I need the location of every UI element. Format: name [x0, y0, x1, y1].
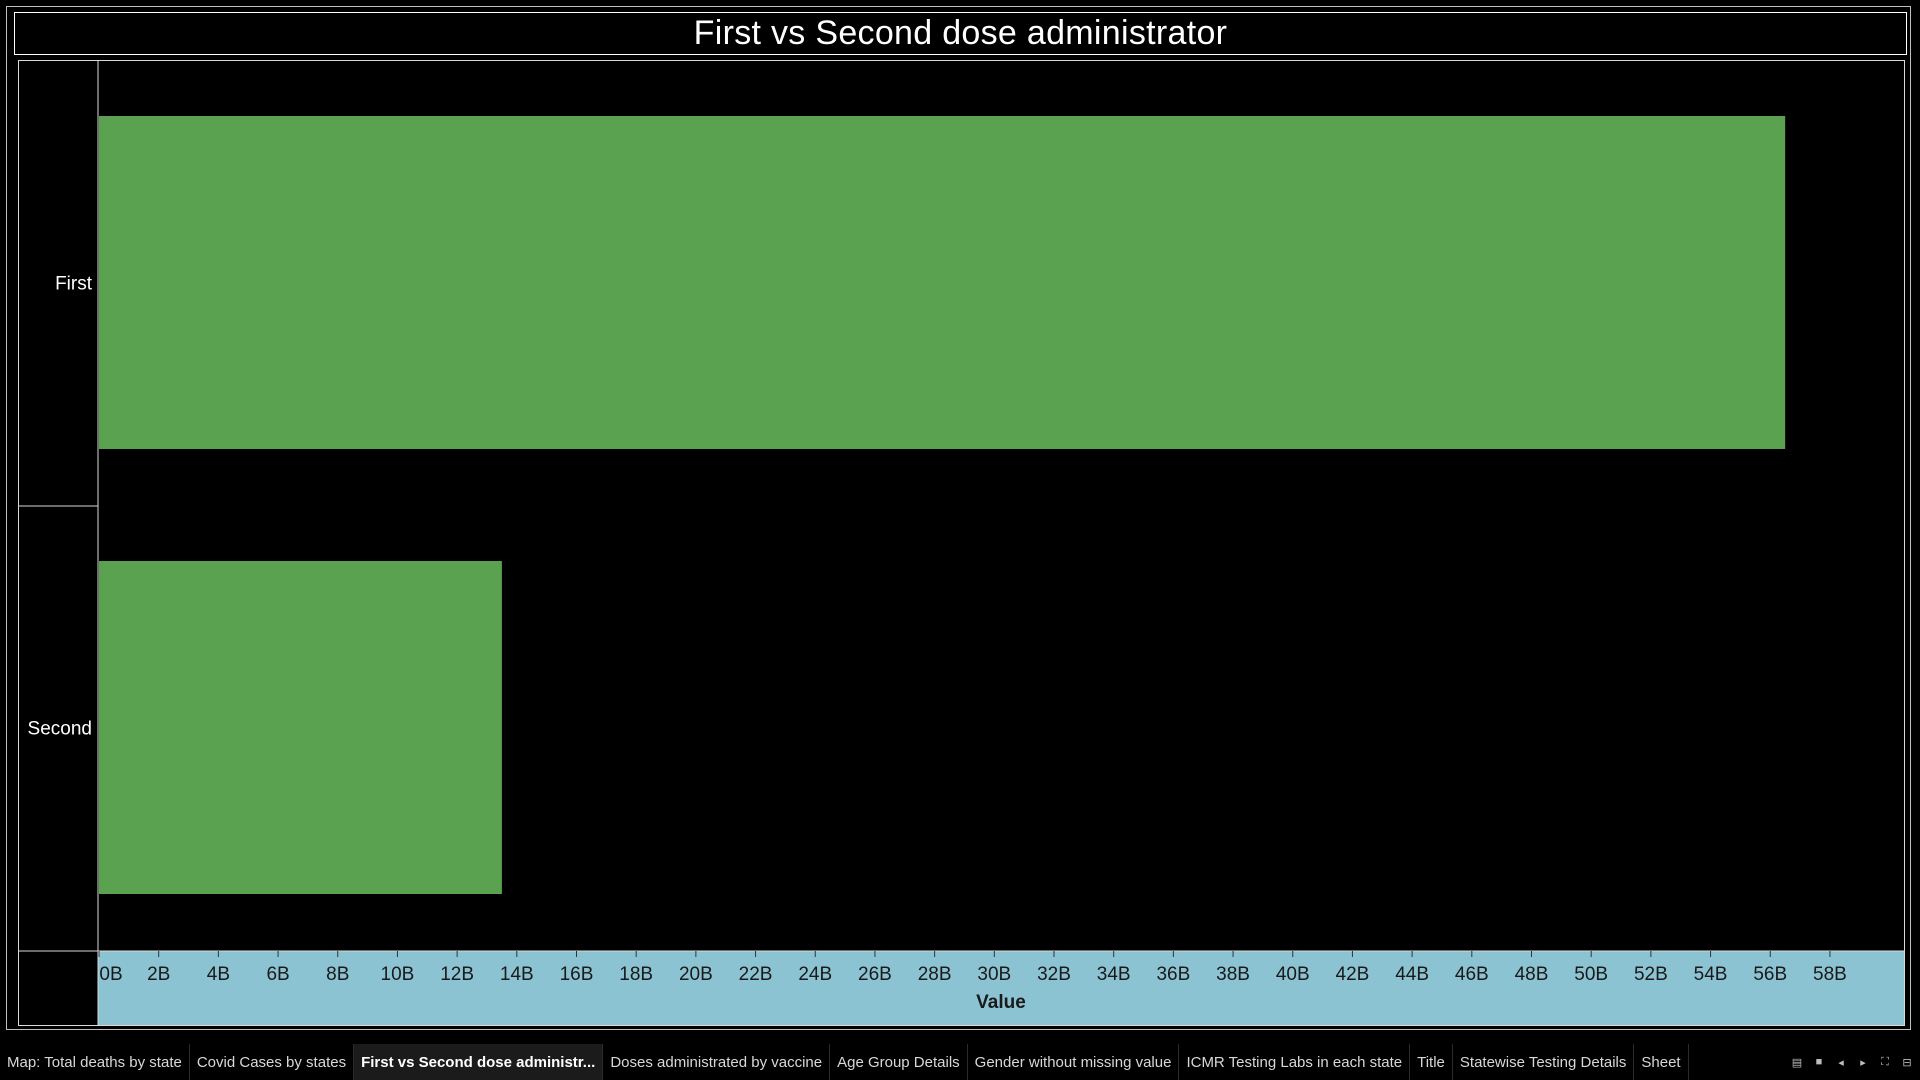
- x-tick-label: 44B: [1395, 964, 1429, 985]
- x-axis-title: Value: [976, 992, 1026, 1013]
- sheet-tab-doses-administrated-by-vaccine[interactable]: Doses administrated by vaccine: [603, 1044, 831, 1080]
- x-tick-label: 16B: [560, 964, 594, 985]
- x-tick-label: 54B: [1694, 964, 1728, 985]
- x-tick-label: 26B: [858, 964, 892, 985]
- x-tick-label: 22B: [739, 964, 773, 985]
- sheet-tab-map-total-deaths-by-state[interactable]: Map: Total deaths by state: [0, 1044, 190, 1080]
- chart-area: First Second 0B 2B 4B 6B 8B 10B 12B 14B 16B 18B 20B…: [18, 60, 1905, 1026]
- x-tick-label: 8B: [326, 964, 349, 985]
- bars-layer: [99, 116, 1786, 894]
- x-tick-label: 20B: [679, 964, 713, 985]
- sheet-tab-title[interactable]: Title: [1410, 1044, 1453, 1080]
- previous-sheet-icon[interactable]: ◂: [1838, 1056, 1844, 1069]
- show-filmstrip-icon[interactable]: ▤: [1791, 1056, 1803, 1069]
- x-tick-label: 50B: [1574, 964, 1608, 985]
- x-tick-label: 52B: [1634, 964, 1668, 985]
- sheet-tab-label: Covid Cases by states: [196, 1053, 347, 1071]
- sheet-tab-covid-cases-by-states[interactable]: Covid Cases by states: [190, 1044, 355, 1080]
- sheet-tab-label: Map: Total deaths by state: [7, 1053, 182, 1071]
- tab-bar-controls: ▤ ■ ◂ ▸ ⛶ ⊟: [1776, 1044, 1914, 1080]
- x-tick-label: 38B: [1216, 964, 1250, 985]
- x-axis-ticks: 0B 2B 4B 6B 8B 10B 12B 14B 16B 18B 20B 22B 24B 26B 28B…: [98, 951, 1847, 985]
- x-tick-label: 10B: [381, 964, 415, 985]
- chart-title-box: First vs Second dose administrator: [14, 12, 1907, 55]
- sheet-tabs: Map: Total deaths by state Covid Cases by…: [0, 1044, 1776, 1080]
- x-tick-label: 14B: [500, 964, 534, 985]
- presentation-mode-icon[interactable]: ⊟: [1902, 1056, 1912, 1069]
- x-tick-label: 32B: [1037, 964, 1071, 985]
- sheet-tab-label: Doses administrated by vaccine: [610, 1053, 823, 1071]
- x-tick-label: 40B: [1276, 964, 1310, 985]
- x-tick-label: 58B: [1813, 964, 1847, 985]
- x-tick-label: 48B: [1515, 964, 1549, 985]
- sheet-tab-statewise-testing-details[interactable]: Statewise Testing Details: [1453, 1044, 1635, 1080]
- x-tick-label: 24B: [798, 964, 832, 985]
- x-tick-label: 42B: [1336, 964, 1370, 985]
- category-label-first: First: [55, 274, 93, 295]
- x-tick-label: 46B: [1455, 964, 1489, 985]
- x-tick-label: 36B: [1156, 964, 1190, 985]
- sheet-tab-bar: Map: Total deaths by state Covid Cases by…: [0, 1044, 1920, 1080]
- bar-first[interactable]: [99, 116, 1786, 449]
- category-label-second: Second: [28, 719, 92, 740]
- x-tick-label: 0B: [99, 964, 122, 985]
- sheet-tab-label: Gender without missing value: [974, 1053, 1172, 1071]
- bar-second[interactable]: [99, 561, 502, 894]
- sheet-tab-label: First vs Second dose administr...: [361, 1053, 596, 1071]
- show-tabs-icon[interactable]: ■: [1815, 1056, 1823, 1068]
- x-tick-label: 12B: [440, 964, 474, 985]
- x-tick-label: 30B: [977, 964, 1011, 985]
- sheet-tab-label: Title: [1417, 1053, 1445, 1071]
- fullscreen-icon[interactable]: ⛶: [1881, 1055, 1889, 1068]
- sheet-tab-age-group-details[interactable]: Age Group Details: [830, 1044, 968, 1080]
- sheet-tab-gender-without-missing-value[interactable]: Gender without missing value: [968, 1044, 1180, 1080]
- x-tick-label: 28B: [918, 964, 952, 985]
- sheet-tab-icmr-testing-labs-in-each-state[interactable]: ICMR Testing Labs in each state: [1179, 1044, 1411, 1080]
- sheet-tab-first-vs-second-dose-administr[interactable]: First vs Second dose administr...: [354, 1044, 604, 1080]
- x-tick-label: 18B: [619, 964, 653, 985]
- bar-chart: First Second 0B 2B 4B 6B 8B 10B 12B 14B 16B 18B 20B…: [19, 61, 1904, 1025]
- x-axis-band: [98, 951, 1904, 1025]
- x-tick-label: 4B: [207, 964, 230, 985]
- next-sheet-icon[interactable]: ▸: [1860, 1056, 1866, 1069]
- x-tick-label: 6B: [266, 964, 289, 985]
- chart-title: First vs Second dose administrator: [693, 14, 1228, 52]
- sheet-tab-label: ICMR Testing Labs in each state: [1186, 1053, 1403, 1071]
- sheet-tab-sheet[interactable]: Sheet: [1634, 1044, 1689, 1080]
- x-tick-label: 34B: [1097, 964, 1131, 985]
- sheet-tab-label: Age Group Details: [837, 1053, 960, 1071]
- category-labels: First Second: [28, 274, 93, 740]
- sheet-tab-label: Statewise Testing Details: [1459, 1053, 1627, 1071]
- x-tick-label: 2B: [147, 964, 170, 985]
- x-tick-label: 56B: [1753, 964, 1787, 985]
- sheet-tab-label: Sheet: [1641, 1053, 1681, 1071]
- dashboard-frame: [6, 6, 1911, 1030]
